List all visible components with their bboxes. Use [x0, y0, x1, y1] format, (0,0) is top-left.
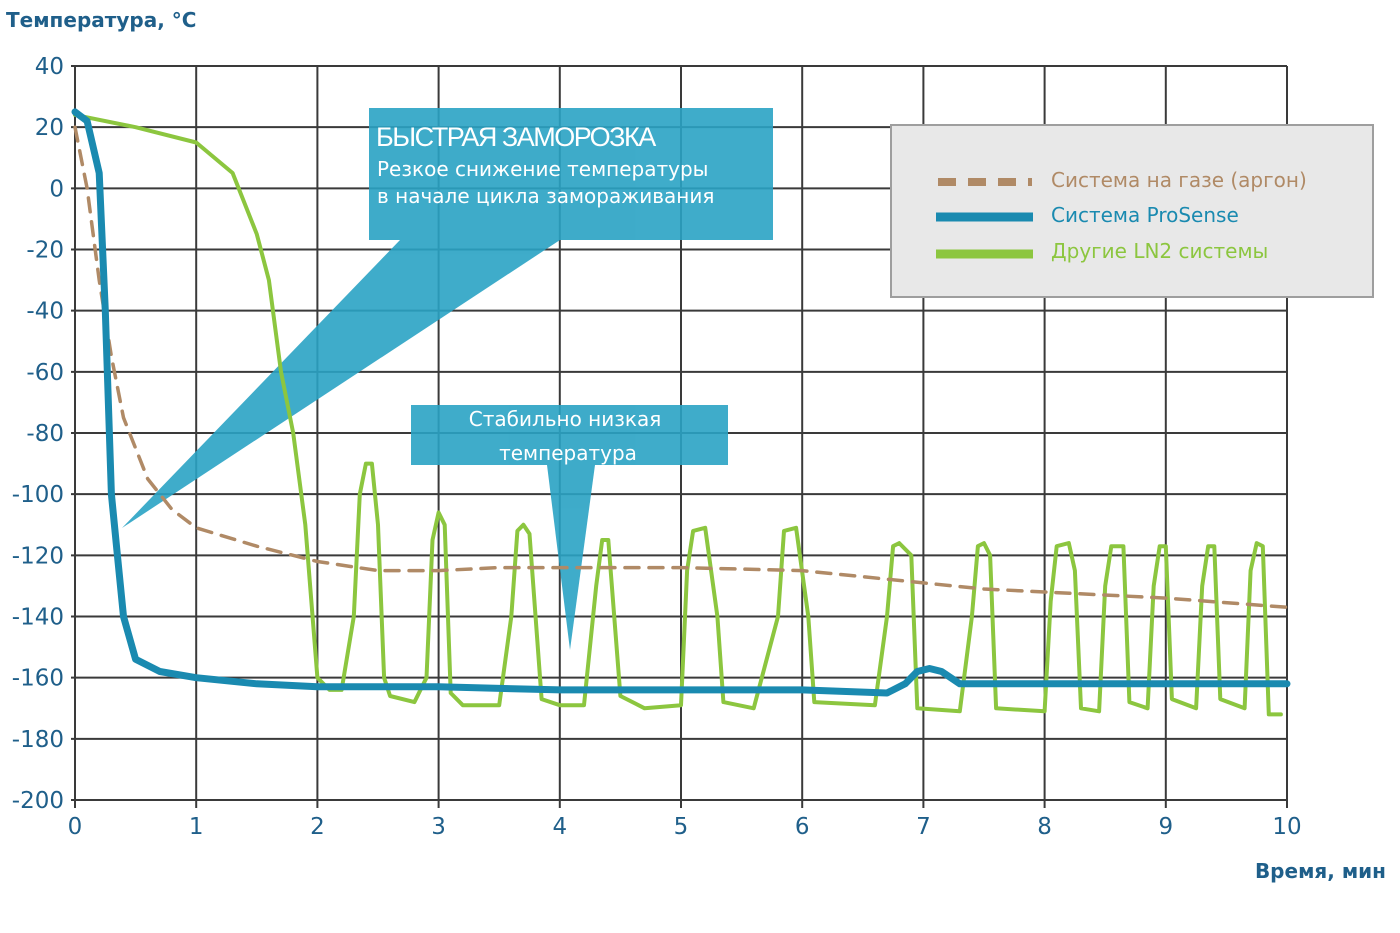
callout-fast-freeze-box [369, 108, 773, 240]
legend-label-argon: Система на газе (аргон) [1051, 168, 1307, 192]
legend-label-prosense: Система ProSense [1051, 203, 1239, 227]
callout-fast-freeze-title: БЫСТРАЯ ЗАМОРОЗКА [376, 122, 656, 152]
x-tick-label-2: 2 [310, 814, 325, 840]
legend-label-ln2: Другие LN2 системы [1051, 239, 1268, 263]
x-tick-label-6: 6 [795, 814, 810, 840]
y-tick-label-5: -60 [26, 360, 64, 386]
x-tick-label-0: 0 [68, 814, 83, 840]
callout-stable-low-box [411, 405, 728, 465]
callout-stable-low-pointer [547, 465, 595, 650]
y-tick-label-6: -80 [26, 421, 64, 447]
callout-stable-low [411, 405, 728, 650]
callout-fast-freeze-pointer [122, 240, 560, 528]
y-tick-label-4: -40 [26, 299, 64, 325]
callout-fast-freeze [122, 108, 773, 528]
series-ln2-line [73, 112, 1283, 717]
y-tick-label-9: -140 [12, 605, 64, 631]
x-tick-label-8: 8 [1037, 814, 1052, 840]
y-tick-label-10: -160 [12, 666, 64, 692]
x-tick-label-5: 5 [674, 814, 689, 840]
callout-stable-low-line-2: температура [499, 441, 637, 465]
y-tick-label-2: 0 [49, 176, 64, 202]
x-tick-label-1: 1 [189, 814, 204, 840]
series-lines [71, 108, 1291, 717]
x-tick-label-3: 3 [431, 814, 446, 840]
x-tick-label-4: 4 [552, 814, 567, 840]
callout-fast-freeze-line-1: Резкое снижение температуры [377, 157, 708, 181]
y-tick-label-7: -100 [12, 482, 64, 508]
y-axis-title: Температура, °C [6, 8, 196, 32]
y-tick-label-12: -200 [12, 788, 64, 814]
series-argon-line [73, 125, 1289, 610]
callout-stable-low-line-1: Стабильно низкая [469, 407, 662, 431]
y-tick-label-1: 20 [35, 115, 64, 141]
x-tick-label-9: 9 [1158, 814, 1173, 840]
y-tick-label-11: -180 [12, 727, 64, 753]
callout-fast-freeze-line-2: в начале цикла замораживания [377, 184, 714, 208]
series-prosense-line [71, 108, 1291, 697]
x-axis-title: Время, мин [1255, 859, 1386, 883]
y-tick-label-3: -20 [26, 238, 64, 264]
tick-labels: 0 1 2 3 4 5 6 7 8 9 10 40 20 0 -20 -40 -60 -80 -100 -120 -14… [12, 54, 1302, 840]
y-tick-label-8: -120 [12, 543, 64, 569]
legend-box [890, 124, 1374, 298]
y-tick-label-0: 40 [35, 54, 64, 80]
x-tick-label-7: 7 [916, 814, 931, 840]
x-tick-label-10: 10 [1272, 814, 1301, 840]
legend: Система на газе (аргон) Система ProSense… [890, 124, 1374, 298]
